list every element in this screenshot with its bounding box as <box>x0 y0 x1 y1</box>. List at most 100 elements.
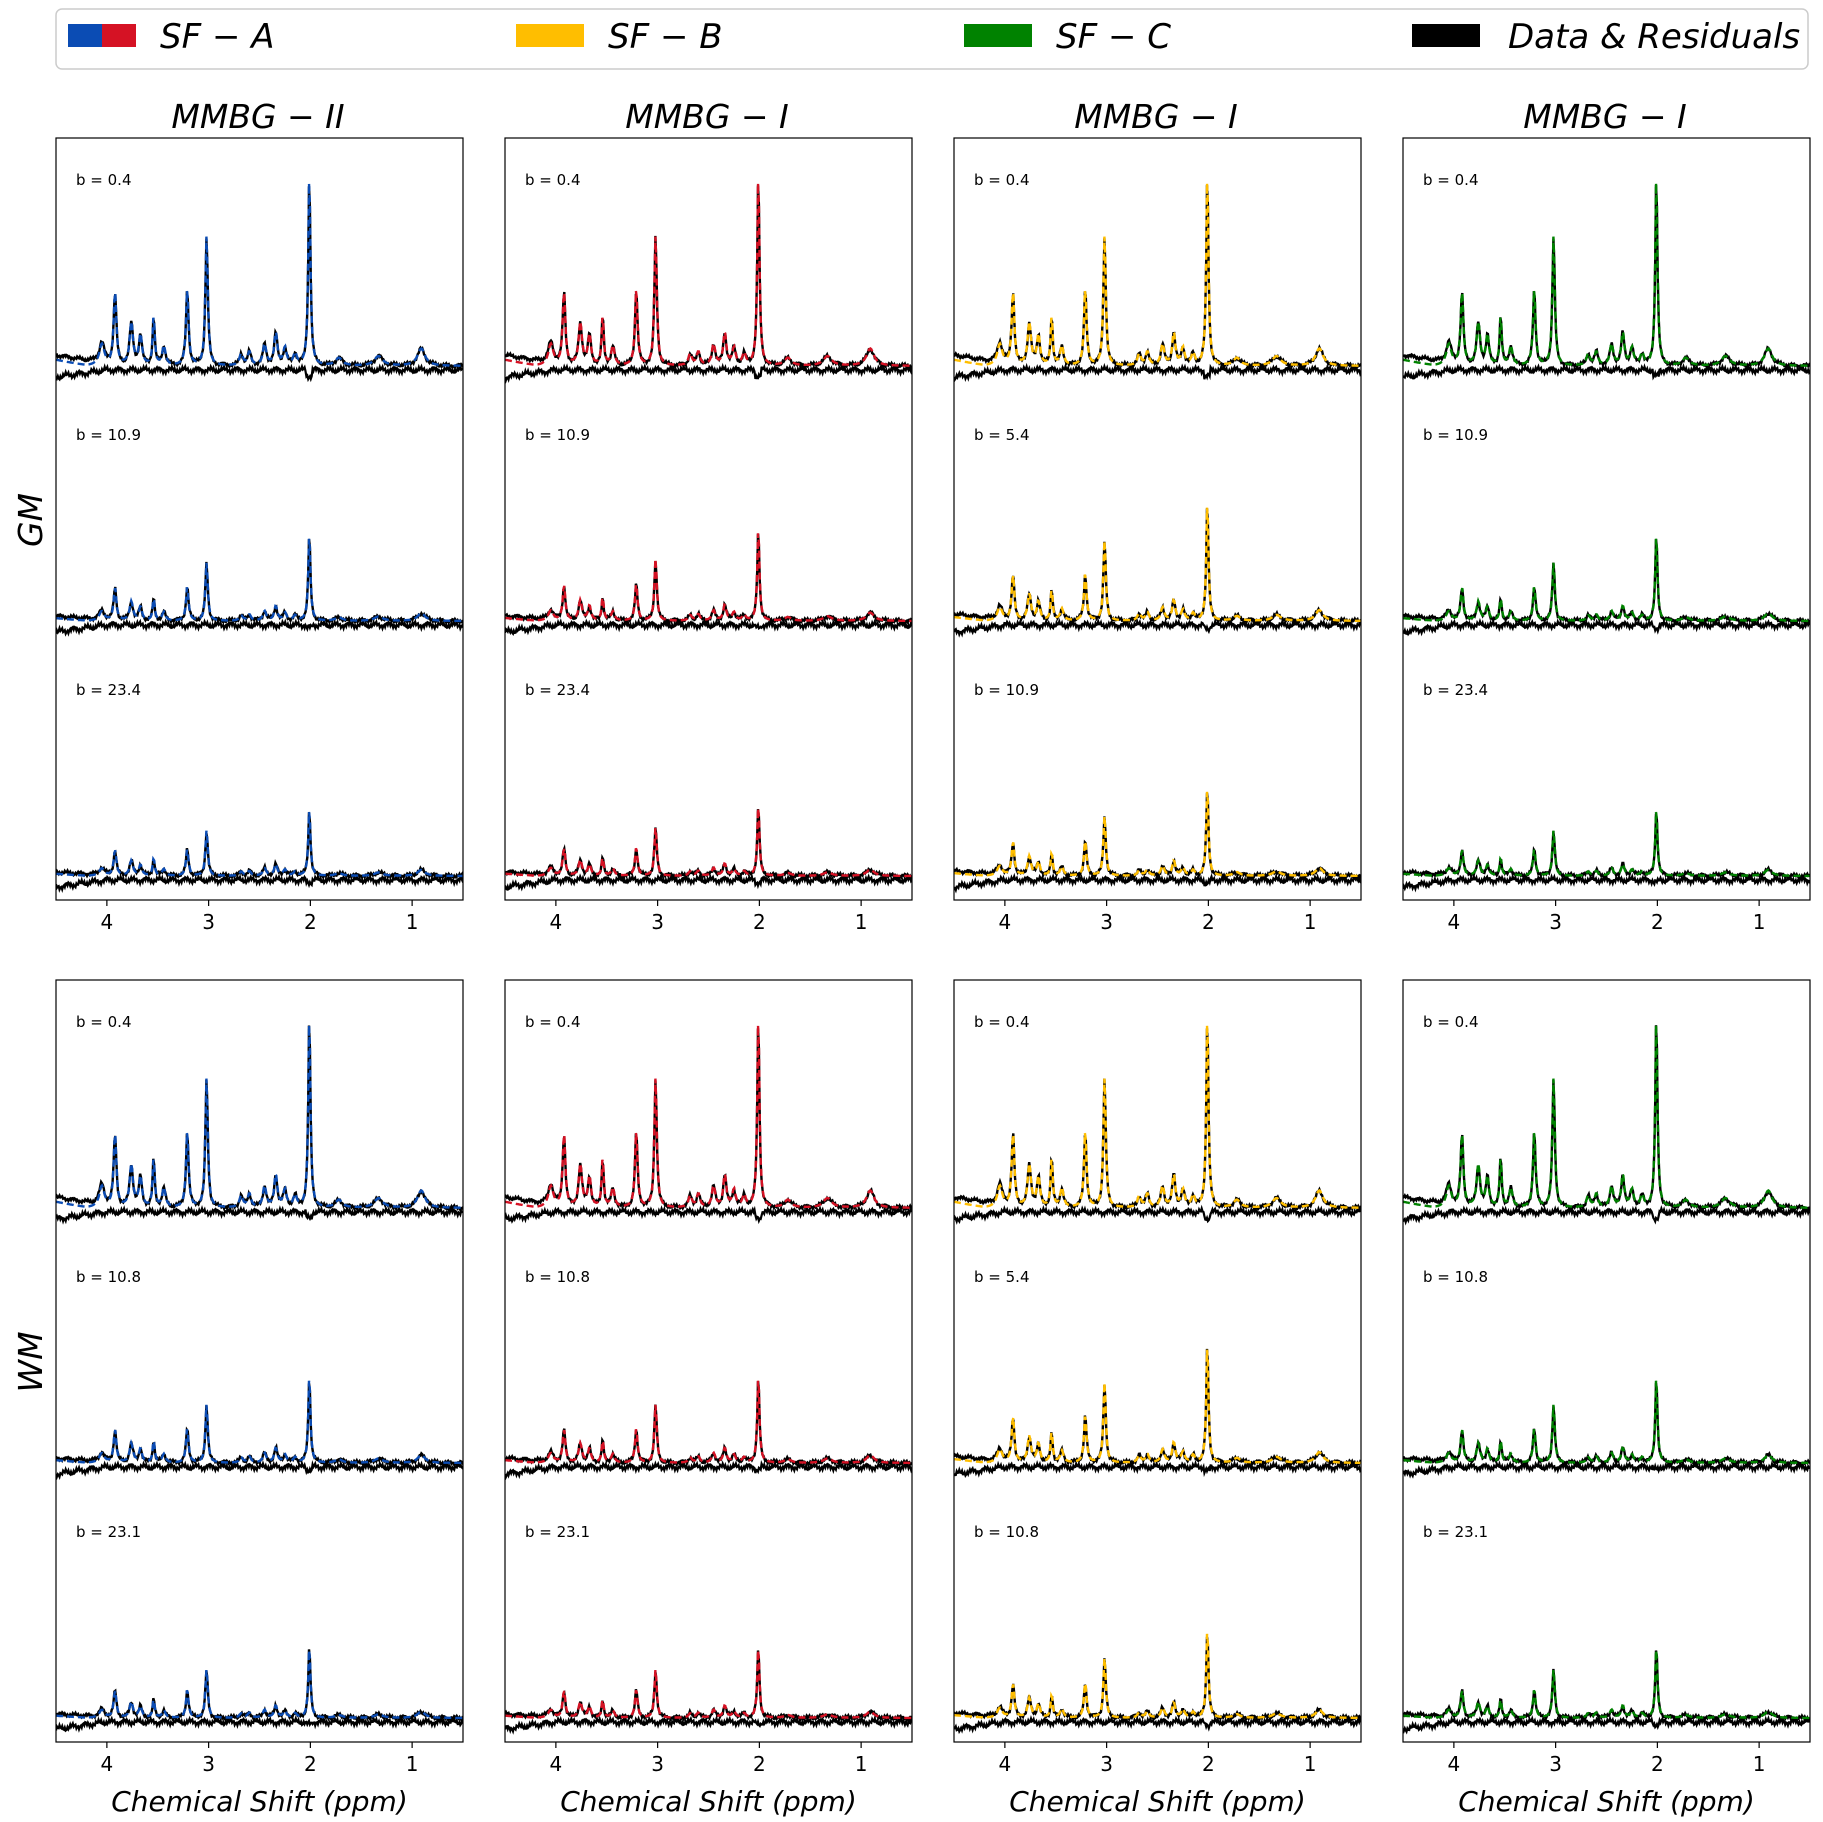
x-tick-label-4: 1 <box>855 1752 868 1776</box>
x-tick-label-3: 2 <box>1651 1752 1664 1776</box>
plot-area <box>505 183 912 892</box>
residual-line-3 <box>505 1714 912 1735</box>
residual-line-2 <box>954 1459 1361 1479</box>
b-value-label-1: b = 0.4 <box>1423 1013 1478 1031</box>
row-label-gm: GM <box>11 493 50 547</box>
fit-line-3 <box>1403 1650 1810 1720</box>
residual-line-3 <box>954 1714 1361 1735</box>
residual-line-2 <box>954 617 1361 638</box>
fit-line-3 <box>1403 811 1810 878</box>
legend-swatch-sf-c <box>964 24 1032 47</box>
b-value-label-3: b = 10.9 <box>974 681 1039 699</box>
x-tick-label-2: 3 <box>202 910 215 934</box>
plot-area <box>56 1025 463 1733</box>
x-tick-label-4: 1 <box>1304 910 1317 934</box>
fit-line-2 <box>954 1349 1361 1465</box>
plot-area <box>1403 1025 1810 1735</box>
fit-line-3 <box>505 1650 912 1720</box>
x-tick-label-3: 2 <box>753 910 766 934</box>
x-tick-label-1: 4 <box>999 1752 1012 1776</box>
legend-label-data: Data & Residuals <box>1508 17 1800 57</box>
b-value-label-1: b = 0.4 <box>76 171 131 189</box>
b-value-label-3: b = 23.1 <box>525 1523 590 1541</box>
panel-frame <box>954 980 1361 1742</box>
fit-line-3 <box>505 808 912 878</box>
panel-border <box>504 979 913 1743</box>
x-tick-label-3: 2 <box>304 910 317 934</box>
fit-line-2 <box>1403 1380 1810 1465</box>
legend-label-sf-a: SF − A <box>160 17 275 57</box>
panel-frame <box>505 138 912 900</box>
x-tick-label-1: 4 <box>1448 1752 1461 1776</box>
x-tick-label-1: 4 <box>101 1752 114 1776</box>
x-tick-label-3: 2 <box>753 1752 766 1776</box>
panel-gm-1: b = 0.4 b = 10.9 b = 23.4 4 3 2 1 <box>55 137 464 934</box>
x-tick-label-2: 3 <box>651 910 664 934</box>
fit-line-1 <box>1403 1025 1810 1209</box>
fit-line-1 <box>56 1025 463 1209</box>
x-tick-label-2: 3 <box>651 1752 664 1776</box>
x-tick-label-4: 1 <box>1753 1752 1766 1776</box>
x-tick-label-4: 1 <box>406 1752 419 1776</box>
x-tick-label-4: 1 <box>1753 910 1766 934</box>
b-value-label-2: b = 5.4 <box>974 1268 1029 1286</box>
row-label-wm: WM <box>11 1331 50 1392</box>
panel-gm-4: b = 0.4 b = 10.9 b = 23.4 4 3 2 1 <box>1402 137 1811 934</box>
panel-frame <box>505 980 912 1742</box>
residual-line-1 <box>1403 362 1810 381</box>
residual-line-2 <box>56 617 463 637</box>
fit-line-2 <box>1403 538 1810 623</box>
fit-line-3 <box>56 1650 463 1720</box>
fit-line-1 <box>505 1025 912 1209</box>
x-axis-label: Chemical Shift (ppm) <box>1458 1785 1755 1818</box>
panel-border <box>504 137 913 901</box>
b-value-label-2: b = 10.8 <box>525 1268 590 1286</box>
panel-wm-3: b = 0.4 b = 5.4 b = 10.8 4 3 2 1 Chemical Shift… <box>953 979 1362 1818</box>
b-value-label-2: b = 10.9 <box>525 426 590 444</box>
b-value-label-3: b = 23.1 <box>1423 1523 1488 1541</box>
panel-frame <box>1403 138 1810 900</box>
x-tick-label-1: 4 <box>101 910 114 934</box>
legend: SF − A SF − B SF − C Data & Residuals <box>55 8 1809 70</box>
fit-line-2 <box>505 1380 912 1465</box>
plot-area <box>954 1025 1361 1735</box>
b-value-label-3: b = 10.8 <box>974 1523 1039 1541</box>
fit-line-1 <box>954 183 1361 367</box>
fit-line-1 <box>954 1025 1361 1209</box>
residual-line-2 <box>1403 1459 1810 1479</box>
panel-border <box>1402 979 1811 1743</box>
x-tick-label-3: 2 <box>1651 910 1664 934</box>
fit-line-1 <box>1403 183 1810 367</box>
plot-area <box>505 1025 912 1735</box>
b-value-label-2: b = 10.9 <box>1423 426 1488 444</box>
residual-line-1 <box>954 1204 1361 1225</box>
b-value-label-1: b = 0.4 <box>1423 171 1478 189</box>
residual-line-2 <box>505 1459 912 1481</box>
panel-wm-1: b = 0.4 b = 10.8 b = 23.1 4 3 2 1 Chemical Shif… <box>55 979 464 1818</box>
x-tick-label-3: 2 <box>304 1752 317 1776</box>
column-title-4: MMBG − I <box>1523 97 1687 136</box>
panel-frame <box>56 138 463 900</box>
fit-line-1 <box>505 183 912 367</box>
legend-swatch-sf-a-red <box>102 24 136 47</box>
fit-line-2 <box>56 1380 463 1465</box>
x-tick-label-2: 3 <box>202 1752 215 1776</box>
residual-line-1 <box>56 362 463 383</box>
b-value-label-2: b = 10.8 <box>76 1268 141 1286</box>
residual-line-3 <box>954 872 1361 894</box>
residual-line-1 <box>1403 1204 1810 1226</box>
b-value-label-3: b = 23.4 <box>1423 681 1488 699</box>
panel-border <box>55 137 464 901</box>
fit-line-3 <box>954 791 1361 878</box>
panel-frame <box>1403 980 1810 1742</box>
x-tick-label-4: 1 <box>406 910 419 934</box>
panel-border <box>55 979 464 1743</box>
x-tick-label-4: 1 <box>1304 1752 1317 1776</box>
panel-border <box>1402 137 1811 901</box>
b-value-label-2: b = 10.9 <box>76 426 141 444</box>
plot-area <box>56 183 463 893</box>
x-tick-label-2: 3 <box>1549 910 1562 934</box>
x-tick-label-2: 3 <box>1100 1752 1113 1776</box>
plot-area <box>1403 183 1810 893</box>
panel-border <box>953 137 1362 901</box>
